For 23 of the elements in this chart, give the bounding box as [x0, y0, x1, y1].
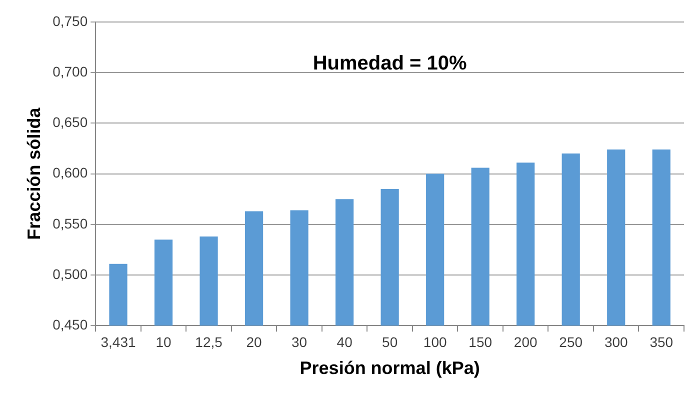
- x-tick-label: 12,5: [195, 334, 223, 350]
- x-tick-label: 350: [650, 334, 674, 350]
- y-tick-label: 0,650: [52, 114, 88, 130]
- x-tick-label: 20: [246, 334, 262, 350]
- y-tick-label: 0,550: [52, 215, 88, 232]
- y-tick-label: 0,700: [52, 63, 88, 80]
- x-tick-label: 10: [156, 334, 172, 350]
- y-tick-label: 0,450: [52, 316, 88, 332]
- y-tick-label: 0,500: [52, 266, 88, 282]
- x-tick-label: 40: [336, 334, 353, 350]
- x-tick-label: 200: [514, 334, 538, 350]
- x-tick-label: 300: [604, 334, 628, 350]
- x-tick-label: 150: [468, 334, 492, 350]
- x-tick-label: 30: [292, 334, 308, 350]
- y-tick-label: 0,750: [52, 12, 88, 29]
- x-tick-label: 100: [423, 334, 447, 350]
- x-tick-label: 50: [382, 334, 398, 350]
- x-tick-label: 3,431: [100, 334, 136, 350]
- x-axis-title: Presión normal (kPa): [300, 358, 480, 378]
- y-axis-title: Fracción sólida: [24, 106, 44, 240]
- x-tick-label: 250: [559, 334, 583, 350]
- y-tick-label: 0,600: [52, 164, 88, 181]
- text: Humedad = 10%: [312, 52, 468, 75]
